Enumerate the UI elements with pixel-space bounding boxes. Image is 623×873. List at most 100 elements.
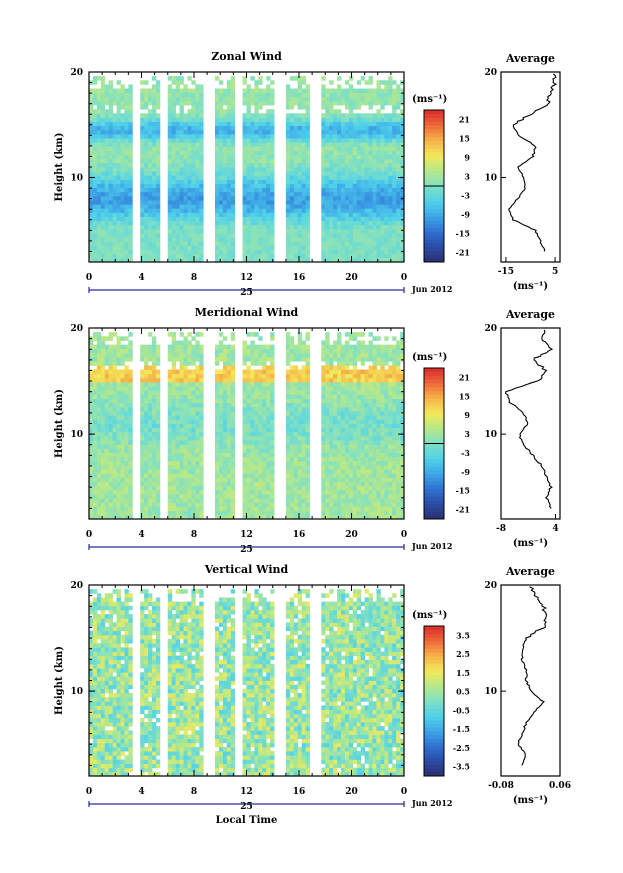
profile-y-tick-label: 20 [484, 324, 497, 334]
profile-line [508, 73, 558, 252]
colorbar-segment [424, 390, 444, 395]
profile-y-tick-label: 20 [484, 68, 497, 78]
colorbar-segment [424, 466, 444, 471]
colorbar-segment [424, 398, 444, 403]
colorbar-segment [424, 719, 444, 724]
x-tick-label: 8 [191, 273, 197, 283]
x-tick-label: 20 [345, 273, 358, 283]
colorbar-segment [424, 258, 444, 263]
colorbar-tick-label: -21 [456, 505, 470, 515]
x-tick-label: 20 [345, 530, 358, 540]
colorbar-segment [424, 708, 444, 713]
x-tick-label: 16 [293, 787, 306, 797]
colorbar-segment [424, 151, 444, 156]
y-tick-label: 10 [70, 430, 83, 440]
colorbar-segment [424, 231, 444, 236]
y-tick-label: 10 [70, 687, 83, 697]
x-tick-label: 20 [345, 787, 358, 797]
colorbar-unit: (ms⁻¹) [412, 94, 447, 105]
colorbar-tick-label: 9 [464, 410, 470, 420]
colorbar-segment [424, 742, 444, 747]
profile-x-tick-label: 4 [552, 524, 558, 534]
colorbar-segment [424, 132, 444, 137]
profile-unit: (ms⁻¹) [513, 281, 548, 292]
colorbar-segment [424, 189, 444, 194]
colorbar-segment [424, 375, 444, 380]
colorbar-tick-label: -1.5 [453, 724, 470, 734]
colorbar-segment [424, 428, 444, 433]
colorbar-tick-label: 0.5 [456, 687, 470, 697]
colorbar-segment [424, 503, 444, 509]
profile-title: Average [505, 52, 555, 65]
colorbar-segment [424, 629, 444, 634]
day-label: 25 [240, 802, 253, 812]
colorbar-segment [424, 507, 444, 512]
colorbar-segment [424, 163, 444, 168]
panel-title: Zonal Wind [211, 50, 282, 63]
colorbar-segment [424, 201, 444, 206]
colorbar-unit: (ms⁻¹) [412, 610, 447, 621]
colorbar-segment [424, 689, 444, 694]
average-profile: Average -0.08 0.06 20 10 (ms⁻¹) [484, 565, 570, 806]
x-tick-label: 0 [401, 530, 407, 540]
colorbar-segment [424, 671, 444, 676]
colorbar-segment [424, 401, 444, 407]
colorbar-segment [424, 723, 444, 728]
colorbar-segment [424, 235, 444, 240]
x-tick-label: 12 [240, 530, 253, 540]
colorbar-segment [424, 749, 444, 754]
colorbar-segment [424, 637, 444, 642]
colorbar-segment [424, 121, 444, 126]
date-label: Jun 2012 [411, 541, 452, 551]
day-label: 25 [240, 288, 253, 298]
x-tick-label: 4 [138, 273, 144, 283]
colorbar-segment [424, 170, 444, 175]
heatmap [89, 589, 405, 777]
profile-x-tick-label: -15 [498, 267, 514, 277]
day-label: 25 [240, 545, 253, 555]
profile-frame [500, 584, 561, 777]
x-tick-label: 12 [240, 273, 253, 283]
colorbar-segment [424, 246, 444, 251]
colorbar-segment [424, 239, 444, 244]
x-tick-label: 4 [138, 787, 144, 797]
colorbar-segment [424, 394, 444, 399]
colorbar-segment [424, 182, 444, 187]
profile-line [505, 329, 554, 509]
colorbar-tick-label: 3.5 [456, 630, 470, 640]
colorbar-tick-label: -0.5 [453, 705, 470, 715]
colorbar-segment [424, 368, 444, 373]
profile-x-tick-label: 0.06 [549, 781, 571, 791]
colorbar-segment [424, 383, 444, 388]
profile-title: Average [505, 308, 555, 321]
colorbar-segment [424, 371, 444, 376]
colorbar-segment [424, 500, 444, 505]
colorbar-tick-label: 3 [464, 429, 470, 439]
x-tick-label: 0 [401, 273, 407, 283]
profile-unit: (ms⁻¹) [513, 538, 548, 549]
colorbar-segment [424, 473, 444, 478]
profile-y-tick-label: 20 [484, 581, 497, 591]
colorbar-segment [424, 682, 444, 687]
colorbar-tick-label: -2.5 [453, 743, 470, 753]
colorbar-segment [424, 405, 444, 410]
colorbar-segment [424, 178, 444, 183]
colorbar-tick-label: 21 [459, 372, 470, 382]
colorbar-segment [424, 193, 444, 198]
colorbar-segment [424, 496, 444, 501]
colorbar-segment [424, 644, 444, 649]
colorbar-segment [424, 727, 444, 732]
colorbar: (ms⁻¹) 3.5 2.5 1.5 0.5 -0.5 -1.5 -2.5 -3.5 [412, 610, 470, 777]
colorbar-tick-label: -3 [461, 191, 470, 201]
x-axis: 0 4 8 12 16 20 0 [86, 585, 407, 797]
colorbar-segment [424, 243, 444, 248]
colorbar-segment [424, 768, 444, 773]
colorbar-segment [424, 159, 444, 164]
x-tick-label: 8 [191, 787, 197, 797]
average-profile: Average -8 4 20 10 (ms⁻¹) [484, 308, 561, 549]
colorbar-segment [424, 738, 444, 743]
colorbar-segment [424, 129, 444, 134]
x-axis: 0 4 8 12 16 20 0 [86, 328, 407, 540]
